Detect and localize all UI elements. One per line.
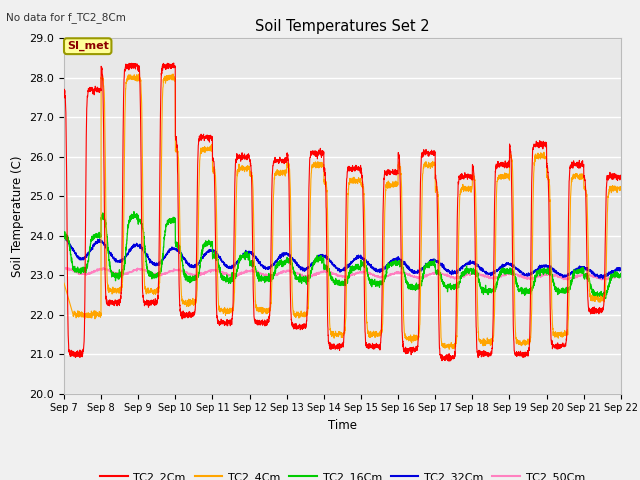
TC2_32Cm xyxy=(216,254,223,260)
TC2_4Cm xyxy=(60,280,68,286)
TC2_2Cm xyxy=(446,358,454,364)
TC2_4Cm xyxy=(445,347,453,352)
TC2_32Cm xyxy=(564,272,572,278)
TC2_4Cm xyxy=(406,332,414,338)
Y-axis label: Soil Temperature (C): Soil Temperature (C) xyxy=(11,155,24,277)
TC2_2Cm xyxy=(170,60,177,66)
TC2_32Cm xyxy=(599,276,607,282)
Line: TC2_50Cm: TC2_50Cm xyxy=(64,267,621,280)
TC2_16Cm xyxy=(601,296,609,302)
TC2_2Cm xyxy=(397,225,404,230)
TC2_2Cm xyxy=(216,320,223,326)
Line: TC2_4Cm: TC2_4Cm xyxy=(64,74,621,349)
TC2_4Cm xyxy=(397,172,404,178)
TC2_16Cm xyxy=(397,261,404,266)
TC2_50Cm xyxy=(63,264,71,270)
TC2_32Cm xyxy=(180,255,188,261)
TC2_50Cm xyxy=(617,273,625,279)
Title: Soil Temperatures Set 2: Soil Temperatures Set 2 xyxy=(255,20,429,35)
TC2_50Cm xyxy=(406,273,414,279)
TC2_4Cm xyxy=(216,306,223,312)
TC2_32Cm xyxy=(406,267,414,273)
TC2_16Cm xyxy=(60,235,68,240)
X-axis label: Time: Time xyxy=(328,419,357,432)
TC2_2Cm xyxy=(180,312,188,317)
TC2_16Cm xyxy=(617,272,625,278)
TC2_4Cm xyxy=(617,186,625,192)
TC2_50Cm xyxy=(564,276,572,281)
TC2_50Cm xyxy=(60,266,68,272)
Line: TC2_32Cm: TC2_32Cm xyxy=(64,237,621,279)
TC2_16Cm xyxy=(216,268,223,274)
TC2_16Cm xyxy=(564,287,572,292)
TC2_4Cm xyxy=(135,71,143,77)
TC2_2Cm xyxy=(617,175,625,181)
TC2_32Cm xyxy=(617,267,625,273)
TC2_4Cm xyxy=(564,317,572,323)
TC2_50Cm xyxy=(216,268,223,274)
TC2_16Cm xyxy=(617,271,625,276)
TC2_32Cm xyxy=(60,235,68,241)
TC2_16Cm xyxy=(406,285,414,290)
Text: No data for f_TC2_8Cm: No data for f_TC2_8Cm xyxy=(6,12,126,23)
TC2_50Cm xyxy=(563,277,571,283)
TC2_4Cm xyxy=(180,300,188,306)
TC2_32Cm xyxy=(397,256,404,262)
TC2_32Cm xyxy=(617,266,625,272)
TC2_50Cm xyxy=(617,273,625,278)
TC2_50Cm xyxy=(180,267,188,273)
Line: TC2_16Cm: TC2_16Cm xyxy=(64,212,621,299)
TC2_2Cm xyxy=(60,89,68,95)
TC2_2Cm xyxy=(564,243,572,249)
TC2_16Cm xyxy=(130,209,138,215)
TC2_4Cm xyxy=(617,184,625,190)
TC2_2Cm xyxy=(406,346,414,352)
TC2_2Cm xyxy=(617,172,625,178)
Legend: TC2_2Cm, TC2_4Cm, TC2_16Cm, TC2_32Cm, TC2_50Cm: TC2_2Cm, TC2_4Cm, TC2_16Cm, TC2_32Cm, TC… xyxy=(95,468,589,480)
TC2_32Cm xyxy=(61,234,68,240)
TC2_50Cm xyxy=(397,269,404,275)
TC2_16Cm xyxy=(180,269,188,275)
Line: TC2_2Cm: TC2_2Cm xyxy=(64,63,621,361)
Text: SI_met: SI_met xyxy=(67,41,109,51)
